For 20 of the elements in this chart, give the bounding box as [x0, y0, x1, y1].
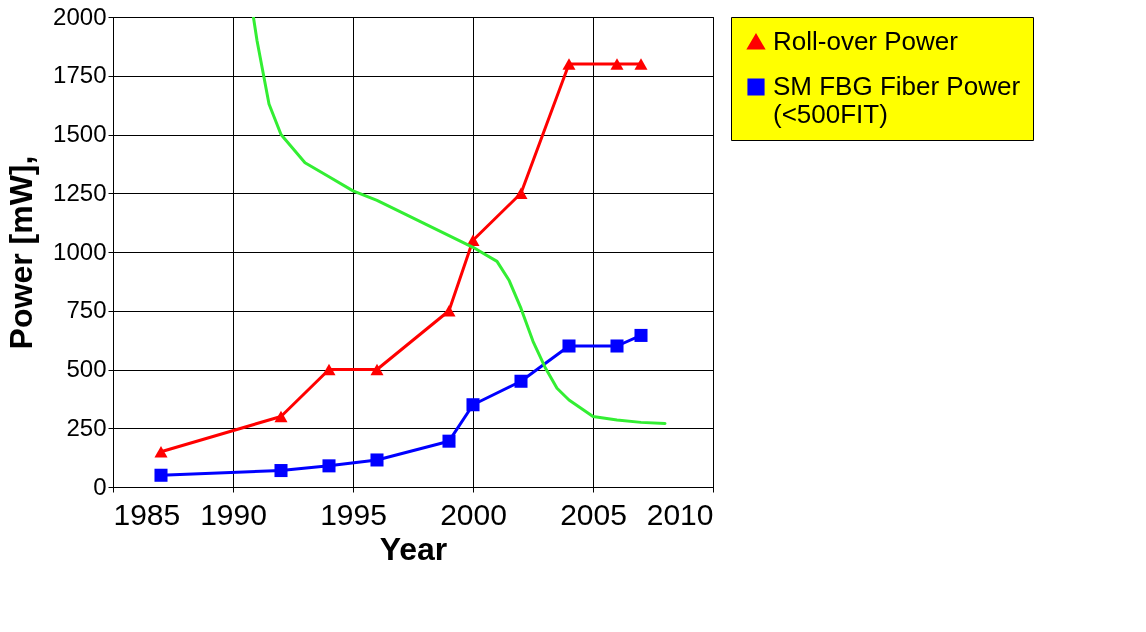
x-tick-label: 2010 — [646, 497, 714, 531]
y-tick-label: 2000 — [53, 2, 107, 30]
y-tick-label: 0 — [93, 472, 107, 500]
y-tick-label: 750 — [66, 296, 107, 324]
y-axis-title: Power [mW], — [3, 155, 40, 350]
x-tick-label: 1995 — [320, 497, 387, 531]
line-series — [251, 17, 667, 426]
y-tick-label: 500 — [66, 355, 107, 382]
y-tick-label: 1750 — [53, 61, 107, 89]
y-tick-label: 1500 — [53, 120, 107, 147]
y-tick-label: 1000 — [53, 237, 107, 265]
y-tick-label: 250 — [66, 413, 107, 441]
x-tick-label: 2005 — [560, 497, 627, 531]
y-tick-label: 1250 — [53, 178, 107, 206]
x-tick-label: 1990 — [200, 497, 267, 531]
legend-label: Roll-over Power — [773, 26, 959, 56]
x-tick-label: 2000 — [440, 497, 507, 531]
x-axis-title: Year — [379, 530, 448, 567]
legend-label: SM FBG Fiber Power (<500FIT) — [773, 71, 1021, 129]
x-tick-label: 1985 — [113, 497, 181, 531]
